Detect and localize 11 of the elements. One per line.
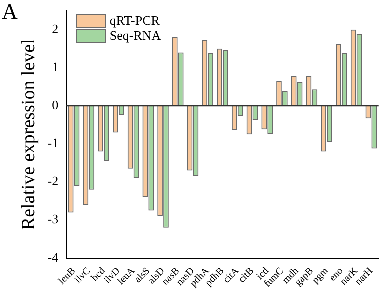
- y-tick-label: -1: [48, 136, 59, 151]
- y-tick-label: -3: [48, 212, 59, 227]
- y-axis-title: Relative expression level: [18, 39, 40, 230]
- y-tick-label: 2: [52, 21, 59, 36]
- legend-label: qRT-PCR: [110, 13, 160, 28]
- y-tick-label: 1: [52, 59, 59, 74]
- chart-title: A: [2, 0, 18, 24]
- y-tick-label: -2: [48, 174, 59, 189]
- y-tick-label: 0: [52, 97, 59, 112]
- legend-label: Seq-RNA: [110, 28, 162, 44]
- y-tick-label: -4: [48, 250, 60, 265]
